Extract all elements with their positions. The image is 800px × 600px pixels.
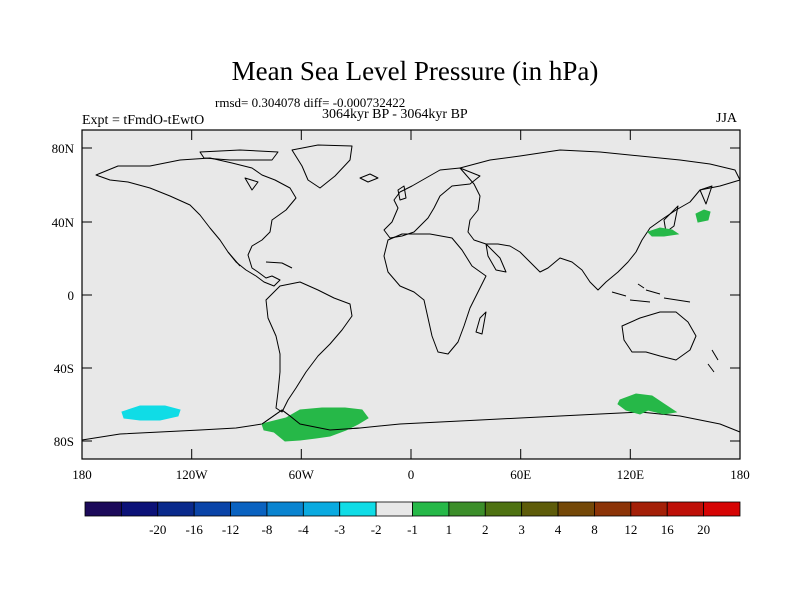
caribbean-islands <box>265 261 293 269</box>
kamchatka-high-anomaly <box>695 209 711 223</box>
colorbar-swatch <box>448 501 486 517</box>
colorbar-swatch <box>703 501 741 517</box>
lon-label-180w: 180 <box>72 467 92 482</box>
colorbar-label: -16 <box>185 522 203 537</box>
south-pacific-low-anomaly <box>121 405 181 421</box>
colorbar-swatch <box>230 501 268 517</box>
colorbar-label: -2 <box>371 522 382 537</box>
colorbar-label: -3 <box>334 522 345 537</box>
asia-coast <box>459 149 741 291</box>
lon-label-60e: 60E <box>510 467 531 482</box>
latitude-labels: 80N 40N 0 40S 80S <box>52 141 75 449</box>
lon-label-120w: 120W <box>176 467 209 482</box>
greenland-coast <box>291 144 353 189</box>
colorbar-swatch <box>266 501 304 517</box>
japan-high-anomaly <box>647 227 680 237</box>
season-label: JJA <box>716 111 738 126</box>
experiment-label: Expt = tFmdO-tEwtO <box>82 113 205 128</box>
colorbar-label: -4 <box>298 522 309 537</box>
colorbar-label: 16 <box>661 522 675 537</box>
colorbar-label: 4 <box>555 522 562 537</box>
coastlines <box>81 144 741 441</box>
colorbar-label: -8 <box>262 522 273 537</box>
baja-coast <box>227 251 241 267</box>
period-label: 3064kyr BP - 3064kyr BP <box>322 107 468 122</box>
south-america-coast <box>265 281 353 413</box>
lon-label-0: 0 <box>408 467 415 482</box>
stats-line: rmsd= 0.304078 diff= -0.000732422 <box>215 95 406 110</box>
colorbar <box>84 501 741 517</box>
colorbar-label: 1 <box>446 522 453 537</box>
colorbar-label: 2 <box>482 522 489 537</box>
lon-label-180e: 180 <box>730 467 750 482</box>
arabia-coast <box>485 243 507 273</box>
colorbar-swatch <box>412 501 450 517</box>
colorbar-labels: -20 -16 -12 -8 -4 -3 -2 -1 1 2 3 4 8 12 16 20 <box>149 522 710 537</box>
europe-coast <box>383 167 481 239</box>
colorbar-swatch <box>630 501 668 517</box>
anomaly-regions <box>121 209 711 442</box>
lon-label-120e: 120E <box>617 467 645 482</box>
colorbar-swatch <box>557 501 595 517</box>
colorbar-swatch <box>302 501 341 517</box>
colorbar-swatch <box>120 501 159 517</box>
colorbar-label: 8 <box>591 522 598 537</box>
lat-label-80n: 80N <box>52 141 75 156</box>
longitude-labels: 180 120W 60W 0 60E 120E 180 <box>72 467 750 482</box>
colorbar-swatch <box>193 501 231 517</box>
maritime-islands <box>611 283 691 303</box>
colorbar-swatch <box>339 501 377 517</box>
colorbar-swatch <box>484 501 523 517</box>
iceland-coast <box>359 173 379 183</box>
colorbar-swatch <box>84 501 122 517</box>
colorbar-swatch <box>521 501 559 517</box>
africa-coast <box>383 233 487 355</box>
colorbar-label: -12 <box>222 522 239 537</box>
colorbar-label: 3 <box>518 522 525 537</box>
lat-label-80s: 80S <box>54 434 74 449</box>
map-title: Mean Sea Level Pressure (in hPa) <box>231 56 599 86</box>
colorbar-swatch <box>594 501 632 517</box>
lat-label-40n: 40N <box>52 215 75 230</box>
north-america-coast <box>95 157 297 287</box>
colorbar-label: -20 <box>149 522 166 537</box>
colorbar-swatch <box>375 501 413 517</box>
madagascar-coast <box>475 311 487 335</box>
lon-label-60w: 60W <box>289 467 315 482</box>
colorbar-swatch <box>157 501 195 517</box>
east-antarctic-high-anomaly <box>617 393 678 415</box>
kamchatka-coast <box>699 185 713 205</box>
colorbar-label: 20 <box>697 522 710 537</box>
colorbar-label: 12 <box>624 522 637 537</box>
new-zealand-coast <box>707 349 719 373</box>
arctic-islands <box>199 149 279 161</box>
british-isles-coast <box>397 185 407 201</box>
weddell-sea-high-anomaly <box>261 407 369 442</box>
lat-label-0: 0 <box>68 288 75 303</box>
lat-label-40s: 40S <box>54 361 74 376</box>
australia-coast <box>621 311 697 361</box>
colorbar-label: -1 <box>407 522 418 537</box>
colorbar-swatch <box>666 501 705 517</box>
axis-ticks <box>81 130 741 459</box>
